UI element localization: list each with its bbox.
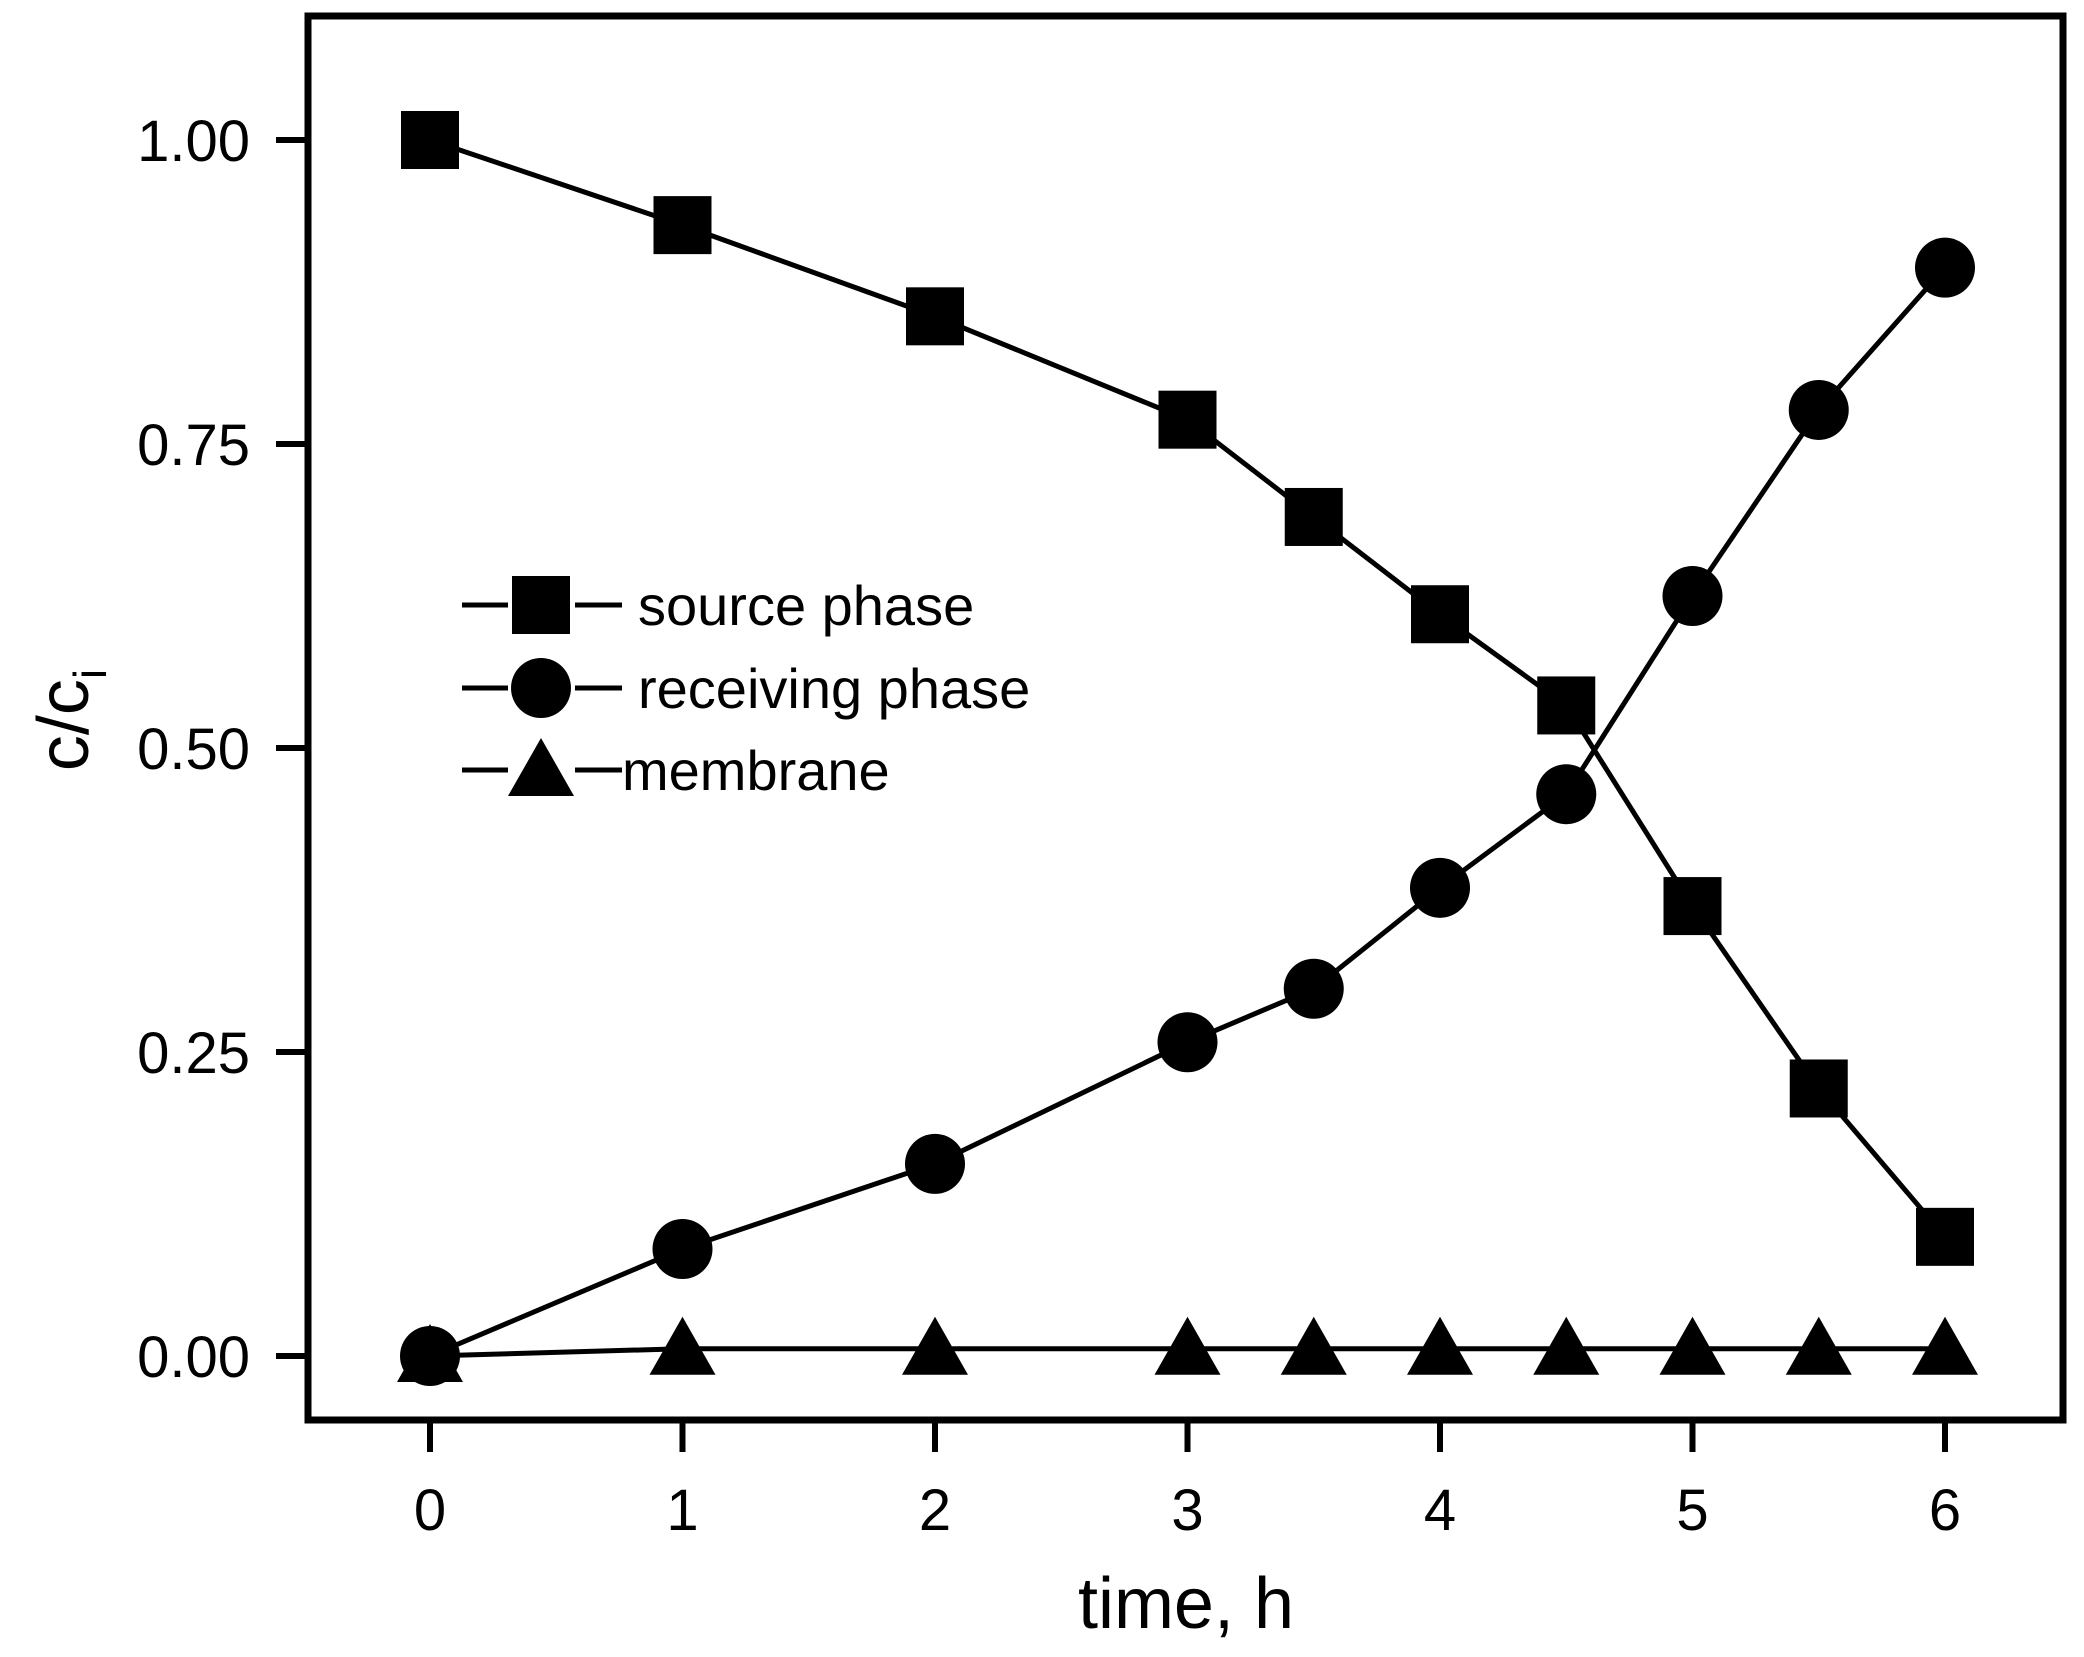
- data-point: [1916, 1207, 1974, 1266]
- legend-item: source phase: [462, 574, 974, 637]
- y-tick-label: 1.00: [137, 109, 250, 174]
- data-point: [1912, 1316, 1978, 1375]
- x-tick-label: 6: [1929, 1478, 1961, 1543]
- data-point: [652, 1218, 713, 1279]
- data-point: [1662, 566, 1723, 626]
- legend-label: receiving phase: [638, 657, 1030, 720]
- legend-marker: [511, 658, 571, 718]
- data-point: [1536, 764, 1597, 825]
- y-axis-label: c/ci: [24, 669, 116, 771]
- series-line: [429, 137, 1947, 1239]
- legend-marker: [508, 738, 574, 796]
- series-line: [429, 1346, 1945, 1359]
- svg-text:c/ci: c/ci: [24, 669, 116, 771]
- y-tick-label: 0.00: [137, 1325, 250, 1390]
- y-axis-ticks: 0.00 0.25 0.50 0.75 1.00: [137, 109, 308, 1390]
- x-tick-label: 4: [1424, 1478, 1456, 1543]
- data-point: [1659, 1316, 1726, 1375]
- data-point: [397, 1324, 463, 1382]
- data-point: [1915, 237, 1975, 298]
- data-point: [401, 111, 459, 169]
- x-tick-label: 0: [414, 1478, 446, 1543]
- data-point: [1280, 1316, 1347, 1375]
- plot-frame: [304, 12, 2067, 1424]
- series-line: [429, 266, 1947, 1359]
- data-point: [1785, 1316, 1852, 1375]
- y-tick-label: 0.25: [137, 1021, 250, 1086]
- x-axis-label: time, h: [1078, 1564, 1294, 1644]
- x-tick-label: 5: [1676, 1478, 1708, 1543]
- data-point: [1410, 857, 1470, 918]
- data-point: [1407, 1316, 1473, 1375]
- legend-marker: [512, 576, 570, 634]
- y-tick-label: 0.50: [137, 717, 250, 782]
- y-axis-label-main: c/c: [24, 679, 104, 771]
- series-layer: [397, 111, 1978, 1386]
- legend-item: receiving phase: [462, 657, 1030, 720]
- data-point: [1533, 1316, 1600, 1375]
- data-point: [1154, 1316, 1221, 1375]
- data-point: [649, 1316, 716, 1375]
- data-point: [1663, 877, 1722, 936]
- data-point: [1283, 958, 1344, 1019]
- data-point: [653, 196, 712, 255]
- x-tick-label: 3: [1171, 1478, 1203, 1543]
- series-square: [401, 111, 1974, 1266]
- y-tick-label: 0.75: [137, 413, 250, 478]
- data-point: [1158, 390, 1217, 449]
- legend: source phase receiving phase membrane: [462, 574, 1030, 802]
- data-point: [1788, 379, 1849, 440]
- data-point: [1789, 1059, 1848, 1118]
- data-point: [1537, 676, 1596, 735]
- series-triangle: [397, 1316, 1978, 1382]
- data-point: [906, 287, 964, 346]
- legend-item: membrane: [462, 738, 890, 802]
- data-point: [902, 1316, 968, 1375]
- legend-label: membrane: [622, 739, 890, 802]
- series-circle: [400, 237, 1975, 1386]
- y-axis-label-subscript: i: [64, 669, 116, 679]
- x-tick-label: 1: [666, 1478, 698, 1543]
- data-point: [1411, 585, 1469, 644]
- x-axis-ticks: 0 1 2 3 4 5 6: [414, 1420, 1961, 1543]
- data-point: [905, 1133, 965, 1194]
- x-tick-label: 2: [919, 1478, 951, 1543]
- data-point: [1284, 487, 1343, 546]
- legend-label: source phase: [638, 574, 974, 637]
- data-point: [1157, 1012, 1218, 1073]
